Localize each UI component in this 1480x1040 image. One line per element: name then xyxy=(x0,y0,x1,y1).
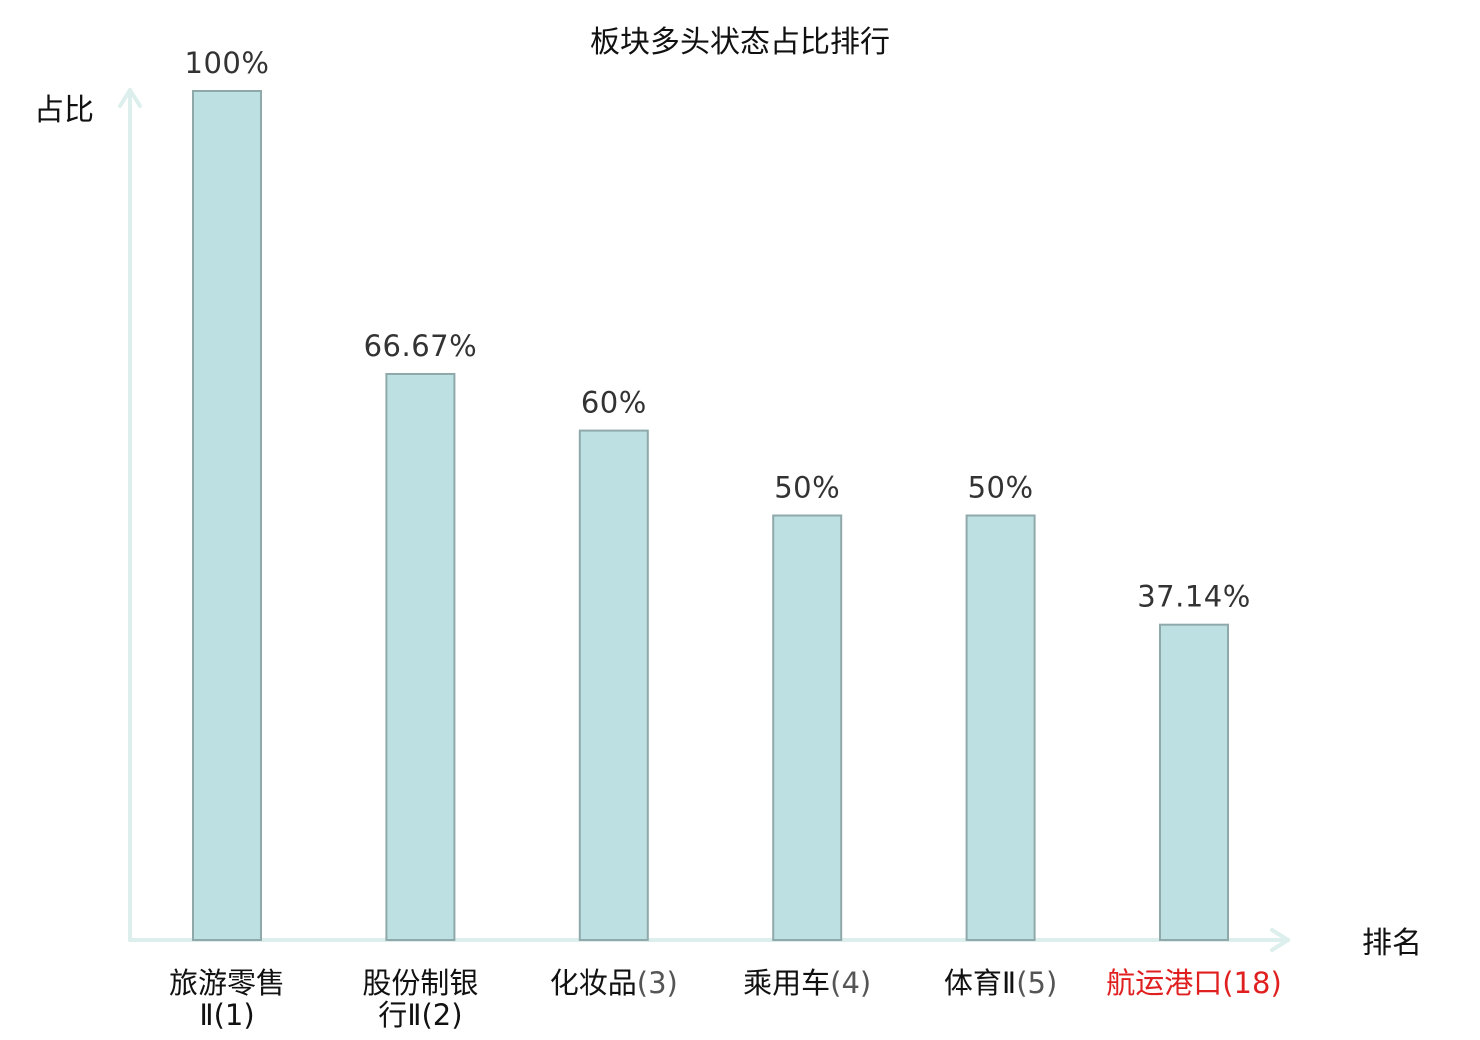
bar xyxy=(965,514,1036,941)
bar-value-label: 37.14% xyxy=(1137,580,1251,614)
x-axis-arrow xyxy=(1270,928,1290,952)
bars-group xyxy=(192,90,1229,942)
y-axis-arrow xyxy=(118,88,142,108)
bar-value-label: 60% xyxy=(581,386,647,420)
x-tick-label: 航运港口(18) xyxy=(1106,966,1282,1000)
x-tick-label: 股份制银行Ⅱ(2) xyxy=(362,966,478,1032)
x-tick-label-text: 股份制银 xyxy=(362,966,478,1000)
x-tick-label-text: 体育Ⅱ xyxy=(944,966,1016,1000)
bar xyxy=(385,372,456,942)
x-tick-label-rank: (5) xyxy=(1016,966,1057,1000)
x-tick-label: 旅游零售 Ⅱ(1) xyxy=(169,966,285,1032)
bar-value-label: 50% xyxy=(968,471,1034,505)
bar xyxy=(772,514,843,941)
bar-value-label: 100% xyxy=(185,46,270,80)
bar xyxy=(192,90,262,941)
chart-title: 板块多头状态占比排行 xyxy=(590,25,890,60)
x-tick-label-text: 乘用车 xyxy=(743,966,830,1000)
x-tick-label-text: 行Ⅱ(2) xyxy=(378,998,462,1032)
y-axis-label: 占比 xyxy=(34,93,94,128)
x-tick-label: 化妆品(3) xyxy=(550,966,678,1000)
bar xyxy=(1159,623,1229,941)
x-tick-label-text: 航运港口 xyxy=(1106,966,1222,1000)
x-tick-label-text: Ⅱ(1) xyxy=(199,998,254,1032)
x-tick-label-rank: (18) xyxy=(1222,966,1282,1000)
category-labels-group: 旅游零售 Ⅱ(1)股份制银行Ⅱ(2)化妆品(3) 乘用车(4) 体育Ⅱ(5) 航运港口(… xyxy=(169,966,1282,1032)
x-tick-label-text: 化妆品 xyxy=(550,966,637,1000)
x-tick-label-rank: (4) xyxy=(830,966,871,1000)
x-tick-label-rank: (3) xyxy=(637,966,678,1000)
axes xyxy=(118,88,1290,952)
x-tick-label: 乘用车(4) xyxy=(743,966,871,1000)
x-axis-label: 排名 xyxy=(1362,926,1422,961)
bar-value-label: 50% xyxy=(774,471,840,505)
bar xyxy=(578,429,649,941)
value-labels-group: 100% 66.67% 60% 50% 50% 37.14% xyxy=(185,46,1251,614)
x-tick-label: 体育Ⅱ(5) xyxy=(944,966,1057,1000)
bar-value-label: 66.67% xyxy=(364,329,478,363)
x-tick-label-text: 旅游零售 xyxy=(169,966,285,1000)
